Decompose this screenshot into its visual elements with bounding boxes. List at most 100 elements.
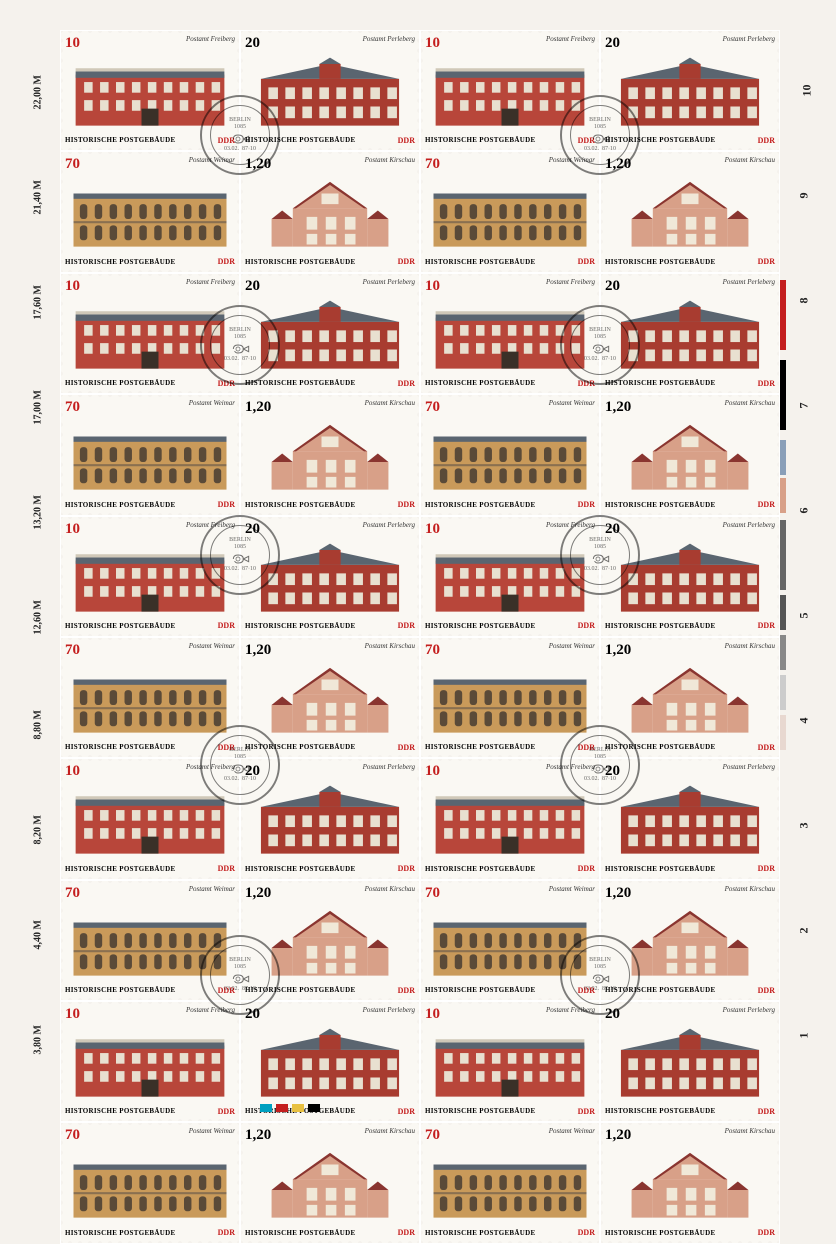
location-label: Postamt Kirschau — [365, 642, 415, 650]
stamp-120: 1,20 Postamt Kirschau HISTORISCHE POSTGE… — [600, 394, 780, 515]
country-code: DDR — [398, 621, 415, 630]
stamp-footer: HISTORISCHE POSTGEBÄUDE DDR — [245, 377, 415, 389]
stamp-120: 1,20 Postamt Kirschau HISTORISCHE POSTGE… — [600, 880, 780, 1001]
stamp-70: 70 Postamt Weimar HISTORISCHE POSTGEBÄUD… — [420, 1122, 600, 1243]
denomination: 70 — [65, 1127, 80, 1144]
series-caption: HISTORISCHE POSTGEBÄUDE — [605, 622, 715, 630]
location-label: Postamt Weimar — [189, 156, 235, 164]
location-label: Postamt Freiberg — [186, 763, 235, 771]
stamp-header: 10 Postamt Freiberg — [65, 1006, 235, 1022]
margin-value: 4,40 M — [33, 920, 44, 949]
denomination: 10 — [65, 763, 80, 780]
stamp-footer: HISTORISCHE POSTGEBÄUDE DDR — [425, 256, 595, 268]
stamp-120: 1,20 Postamt Kirschau HISTORISCHE POSTGE… — [240, 1122, 420, 1243]
stamp-10: 10 Postamt Freiberg HISTORISCHE POSTGEBÄ… — [420, 30, 600, 151]
location-label: Postamt Weimar — [189, 1127, 235, 1135]
country-code: DDR — [758, 986, 775, 995]
series-caption: HISTORISCHE POSTGEBÄUDE — [65, 986, 175, 994]
stamp-20: 20 Postamt Perleberg HISTORISCHE POSTGEB… — [240, 758, 420, 879]
country-code: DDR — [758, 1228, 775, 1237]
margin-value: 3,80 M — [33, 1025, 44, 1054]
registration-mark — [260, 1104, 272, 1112]
stamp-footer: HISTORISCHE POSTGEBÄUDE DDR — [425, 984, 595, 996]
stamp-20: 20 Postamt Perleberg HISTORISCHE POSTGEB… — [240, 273, 420, 394]
stamp-10: 10 Postamt Freiberg HISTORISCHE POSTGEBÄ… — [420, 758, 600, 879]
stamp-footer: HISTORISCHE POSTGEBÄUDE DDR — [425, 741, 595, 753]
stamp-footer: HISTORISCHE POSTGEBÄUDE DDR — [65, 134, 235, 146]
series-caption: HISTORISCHE POSTGEBÄUDE — [65, 501, 175, 509]
denomination: 20 — [245, 1006, 260, 1023]
denomination: 20 — [605, 763, 620, 780]
denomination: 20 — [605, 35, 620, 52]
stamp-footer: HISTORISCHE POSTGEBÄUDE DDR — [65, 1227, 235, 1239]
building-illustration — [425, 174, 595, 253]
series-caption: HISTORISCHE POSTGEBÄUDE — [605, 501, 715, 509]
stamp-70: 70 Postamt Weimar HISTORISCHE POSTGEBÄUD… — [420, 880, 600, 1001]
building-illustration — [245, 296, 415, 375]
stamp-footer: HISTORISCHE POSTGEBÄUDE DDR — [245, 620, 415, 632]
denomination: 1,20 — [605, 642, 631, 659]
stamp-footer: HISTORISCHE POSTGEBÄUDE DDR — [65, 620, 235, 632]
series-caption: HISTORISCHE POSTGEBÄUDE — [245, 743, 355, 751]
location-label: Postamt Freiberg — [546, 521, 595, 529]
denomination: 70 — [65, 885, 80, 902]
country-code: DDR — [398, 864, 415, 873]
row-number: 4 — [797, 717, 812, 723]
location-label: Postamt Weimar — [189, 399, 235, 407]
row-number: 6 — [797, 507, 812, 513]
series-caption: HISTORISCHE POSTGEBÄUDE — [245, 865, 355, 873]
denomination: 10 — [425, 35, 440, 52]
building-illustration — [605, 53, 775, 132]
building-illustration — [65, 1145, 235, 1224]
denomination: 20 — [605, 521, 620, 538]
stamp-footer: HISTORISCHE POSTGEBÄUDE DDR — [65, 256, 235, 268]
location-label: Postamt Freiberg — [186, 1006, 235, 1014]
country-code: DDR — [758, 864, 775, 873]
country-code: DDR — [398, 986, 415, 995]
denomination: 10 — [425, 1006, 440, 1023]
denomination: 20 — [245, 521, 260, 538]
stamp-header: 10 Postamt Freiberg — [65, 763, 235, 779]
series-caption: HISTORISCHE POSTGEBÄUDE — [425, 258, 535, 266]
stamp-footer: HISTORISCHE POSTGEBÄUDE DDR — [245, 134, 415, 146]
location-label: Postamt Weimar — [549, 642, 595, 650]
denomination: 70 — [425, 885, 440, 902]
location-label: Postamt Weimar — [549, 885, 595, 893]
row-number: 8 — [797, 297, 812, 303]
stamp-header: 10 Postamt Freiberg — [425, 763, 595, 779]
building-illustration — [245, 53, 415, 132]
stamp-footer: HISTORISCHE POSTGEBÄUDE DDR — [245, 256, 415, 268]
stamp-header: 70 Postamt Weimar — [425, 1127, 595, 1143]
series-caption: HISTORISCHE POSTGEBÄUDE — [245, 986, 355, 994]
location-label: Postamt Weimar — [549, 399, 595, 407]
margin-value: 22,00 M — [33, 75, 44, 109]
stamp-header: 20 Postamt Perleberg — [245, 521, 415, 537]
location-label: Postamt Perleberg — [723, 35, 775, 43]
stamp-header: 20 Postamt Perleberg — [245, 1006, 415, 1022]
stamp-header: 1,20 Postamt Kirschau — [245, 642, 415, 658]
location-label: Postamt Perleberg — [363, 763, 415, 771]
stamp-header: 10 Postamt Freiberg — [425, 1006, 595, 1022]
stamp-20: 20 Postamt Perleberg HISTORISCHE POSTGEB… — [240, 30, 420, 151]
stamp-10: 10 Postamt Freiberg HISTORISCHE POSTGEBÄ… — [60, 273, 240, 394]
stamp-70: 70 Postamt Weimar HISTORISCHE POSTGEBÄUD… — [60, 880, 240, 1001]
stamp-footer: HISTORISCHE POSTGEBÄUDE DDR — [245, 499, 415, 511]
series-caption: HISTORISCHE POSTGEBÄUDE — [605, 379, 715, 387]
location-label: Postamt Kirschau — [725, 156, 775, 164]
stamp-footer: HISTORISCHE POSTGEBÄUDE DDR — [605, 134, 775, 146]
stamp-header: 70 Postamt Weimar — [425, 156, 595, 172]
location-label: Postamt Kirschau — [725, 642, 775, 650]
series-caption: HISTORISCHE POSTGEBÄUDE — [65, 622, 175, 630]
stamp-footer: HISTORISCHE POSTGEBÄUDE DDR — [65, 377, 235, 389]
stamp-footer: HISTORISCHE POSTGEBÄUDE DDR — [425, 134, 595, 146]
building-illustration — [245, 1145, 415, 1224]
stamp-20: 20 Postamt Perleberg HISTORISCHE POSTGEB… — [600, 758, 780, 879]
series-caption: HISTORISCHE POSTGEBÄUDE — [65, 1229, 175, 1237]
series-caption: HISTORISCHE POSTGEBÄUDE — [605, 986, 715, 994]
country-code: DDR — [218, 257, 235, 266]
denomination: 70 — [65, 399, 80, 416]
stamp-header: 1,20 Postamt Kirschau — [245, 1127, 415, 1143]
stamp-header: 70 Postamt Weimar — [425, 642, 595, 658]
stamp-footer: HISTORISCHE POSTGEBÄUDE DDR — [605, 256, 775, 268]
stamp-header: 70 Postamt Weimar — [65, 399, 235, 415]
